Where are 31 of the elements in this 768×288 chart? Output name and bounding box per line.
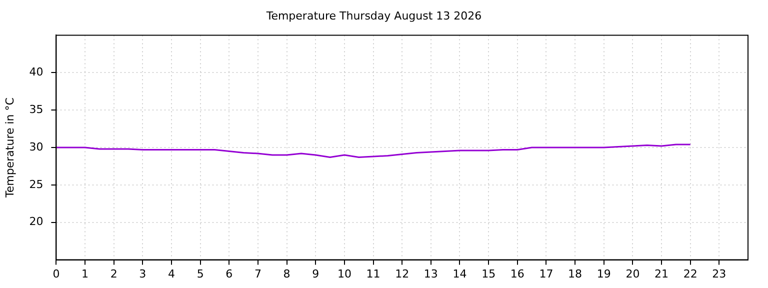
- x-tick-label: 5: [196, 267, 204, 280]
- chart-title: Temperature Thursday August 13 2026: [265, 9, 482, 22]
- x-tick-label: 23: [712, 267, 726, 280]
- x-tick-label: 8: [283, 267, 290, 280]
- x-tick-label: 2: [110, 267, 118, 280]
- x-tick-label: 7: [254, 267, 262, 280]
- y-tick-label: 25: [29, 178, 44, 191]
- x-tick-label: 21: [654, 267, 669, 280]
- y-axis-title: Temperature in °C: [3, 97, 16, 198]
- y-tick-label: 30: [29, 140, 44, 154]
- x-tick-label: 9: [312, 267, 320, 280]
- x-tick-label: 12: [395, 267, 410, 280]
- x-tick-label: 19: [596, 267, 611, 280]
- y-tick-label: 20: [29, 215, 44, 228]
- y-tick-label: 40: [29, 65, 44, 78]
- x-tick-label: 14: [452, 267, 467, 280]
- x-tick-label: 4: [168, 267, 175, 280]
- x-tick-label: 15: [482, 267, 496, 280]
- y-tick-label: 35: [29, 102, 44, 116]
- x-tick-label: 13: [424, 267, 438, 280]
- x-tick-label: 10: [337, 267, 352, 280]
- x-tick-label: 1: [82, 267, 89, 280]
- x-tick-label: 18: [568, 267, 582, 280]
- x-tick-label: 20: [626, 267, 640, 280]
- x-tick-label: 11: [366, 267, 380, 280]
- x-tick-label: 6: [226, 267, 233, 280]
- x-tick-label: 0: [52, 267, 60, 280]
- x-tick-label: 16: [510, 267, 524, 280]
- x-tick-label: 17: [539, 267, 554, 280]
- x-tick-label: 22: [683, 267, 698, 280]
- x-tick-label: 3: [139, 267, 146, 280]
